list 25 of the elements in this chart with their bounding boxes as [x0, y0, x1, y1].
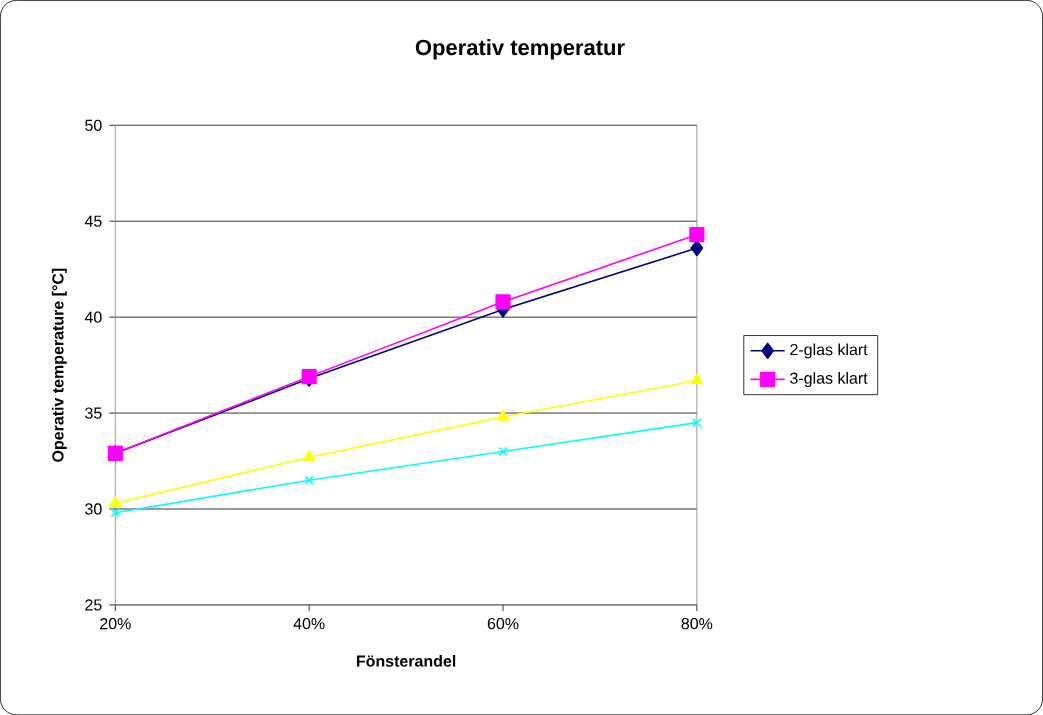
y-tick-label: 45 [84, 215, 102, 227]
x-tick-label: 40% [293, 617, 325, 630]
x-tick-label: 20% [100, 617, 131, 630]
point [690, 373, 704, 385]
x-tick-label: 60% [487, 617, 519, 630]
point [496, 409, 510, 421]
point [303, 450, 316, 461]
y-tick-label: 30 [85, 503, 102, 515]
chart-title: Operativ temperatur [415, 39, 625, 60]
point [109, 496, 122, 508]
y-axis-title: Operativ temperature [°C] [51, 268, 67, 462]
legend-label: 3-glas klart [790, 371, 868, 387]
y-tick-label: 25 [85, 599, 102, 611]
x-axis-title: Fönsterandel [356, 654, 456, 667]
point [495, 294, 511, 310]
legend-label: 2-glas klart [790, 343, 868, 359]
point [110, 507, 121, 518]
y-tick-label: 40 [84, 311, 102, 323]
point [304, 475, 314, 485]
point [689, 226, 705, 243]
point [498, 446, 508, 457]
x-tick-label: 80% [681, 617, 713, 630]
point [692, 417, 702, 428]
y-tick-label: 35 [85, 407, 102, 419]
y-tick-label: 50 [85, 119, 102, 131]
